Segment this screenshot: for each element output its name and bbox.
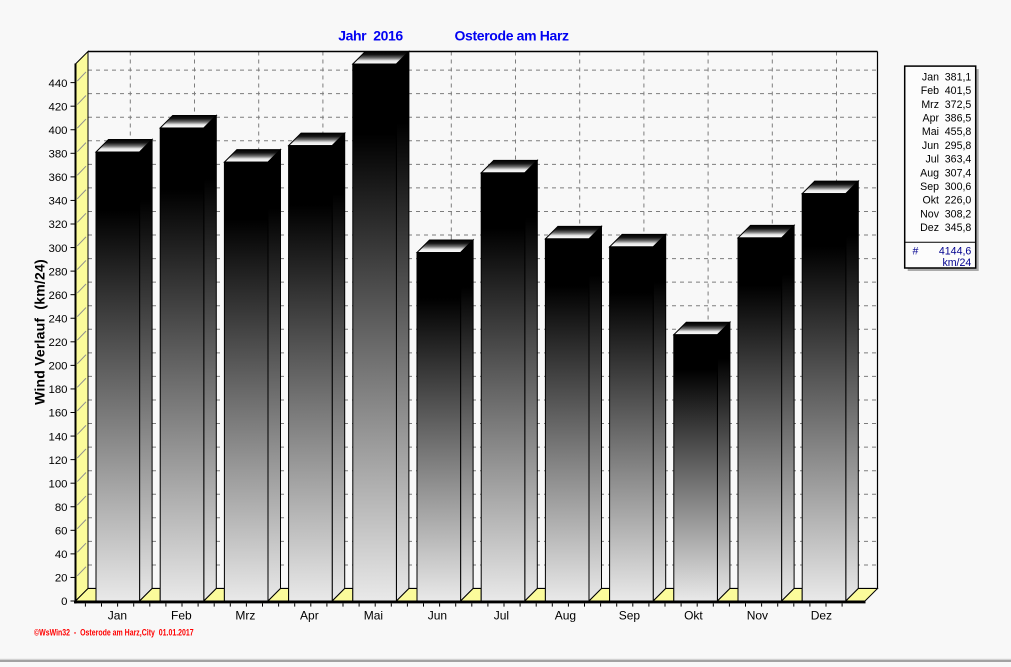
svg-text:©WsWin32 - Osterode am Harz,: ©WsWin32 - Osterode am Harz,City 01.01.2… — [34, 628, 194, 638]
svg-text:km/24: km/24 — [942, 257, 971, 269]
svg-text:363,4: 363,4 — [945, 154, 972, 166]
svg-text:400: 400 — [48, 125, 67, 137]
svg-text:345,8: 345,8 — [945, 222, 972, 234]
svg-text:Feb: Feb — [921, 85, 939, 97]
svg-text:300: 300 — [48, 243, 67, 255]
svg-text:Feb: Feb — [171, 609, 192, 623]
svg-text:Okt: Okt — [684, 609, 703, 623]
svg-text:226,0: 226,0 — [945, 195, 972, 207]
svg-text:60: 60 — [55, 526, 68, 538]
svg-text:Sep: Sep — [920, 181, 939, 193]
svg-text:220: 220 — [48, 337, 67, 349]
svg-text:120: 120 — [48, 455, 67, 467]
svg-text:372,5: 372,5 — [945, 99, 972, 111]
svg-text:Aug: Aug — [555, 609, 576, 623]
svg-text:Jul: Jul — [494, 609, 509, 623]
svg-text:420: 420 — [48, 101, 67, 113]
svg-text:Jahr 2016: Jahr 2016 — [338, 28, 403, 44]
svg-text:40: 40 — [55, 549, 68, 561]
svg-text:Mrz: Mrz — [921, 99, 939, 111]
svg-text:Jul: Jul — [925, 154, 939, 166]
svg-text:401,5: 401,5 — [945, 85, 972, 97]
svg-text:300,6: 300,6 — [945, 181, 972, 193]
svg-text:Sep: Sep — [619, 609, 641, 623]
svg-text:440: 440 — [48, 78, 67, 90]
svg-text:#: # — [913, 245, 919, 257]
svg-text:Mrz: Mrz — [235, 609, 255, 623]
svg-text:Jan: Jan — [108, 609, 127, 623]
svg-text:180: 180 — [48, 384, 67, 396]
svg-text:295,8: 295,8 — [945, 140, 972, 152]
svg-text:80: 80 — [55, 502, 68, 514]
svg-text:Apr: Apr — [300, 609, 319, 623]
svg-text:280: 280 — [48, 266, 67, 278]
svg-text:Mai: Mai — [922, 126, 939, 138]
svg-text:380: 380 — [48, 149, 67, 161]
svg-text:Apr: Apr — [923, 113, 940, 125]
svg-text:360: 360 — [48, 172, 67, 184]
svg-text:308,2: 308,2 — [945, 208, 972, 220]
svg-text:Aug: Aug — [920, 167, 939, 179]
svg-text:100: 100 — [48, 478, 67, 490]
svg-text:Jun: Jun — [922, 140, 939, 152]
svg-text:20: 20 — [55, 573, 68, 585]
svg-text:Wind Verlauf (km/24): Wind Verlauf (km/24) — [32, 259, 48, 405]
svg-text:Jan: Jan — [922, 72, 939, 84]
svg-text:Mai: Mai — [364, 609, 383, 623]
svg-text:160: 160 — [48, 408, 67, 420]
svg-text:Nov: Nov — [747, 609, 768, 623]
svg-text:140: 140 — [48, 431, 67, 443]
svg-text:Dez: Dez — [920, 222, 939, 234]
svg-text:386,5: 386,5 — [945, 113, 972, 125]
svg-text:Nov: Nov — [920, 208, 940, 220]
svg-text:200: 200 — [48, 361, 67, 373]
svg-text:381,1: 381,1 — [945, 72, 972, 84]
svg-text:340: 340 — [48, 196, 67, 208]
svg-text:455,8: 455,8 — [945, 126, 972, 138]
svg-text:Jun: Jun — [428, 609, 447, 623]
svg-text:240: 240 — [48, 313, 67, 325]
svg-text:Okt: Okt — [923, 195, 940, 207]
svg-text:320: 320 — [48, 219, 67, 231]
svg-text:Osterode am Harz: Osterode am Harz — [454, 28, 569, 44]
svg-text:0: 0 — [61, 596, 67, 608]
svg-text:307,4: 307,4 — [945, 167, 972, 179]
svg-text:260: 260 — [48, 290, 67, 302]
svg-text:Dez: Dez — [811, 609, 832, 623]
svg-text:4144,6: 4144,6 — [939, 245, 972, 257]
